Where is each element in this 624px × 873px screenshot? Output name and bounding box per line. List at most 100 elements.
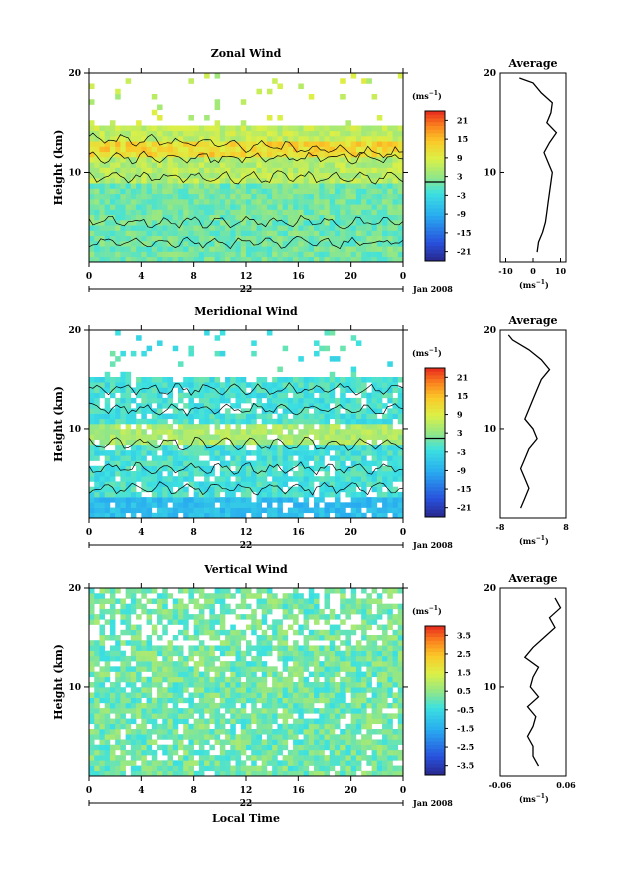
y-axis-label: Height (km)	[52, 130, 65, 206]
x-tick-label: 16	[292, 528, 305, 538]
x-tick-label: 0	[86, 272, 92, 282]
colorbar-unit: (ms−1)	[412, 90, 442, 101]
chart-title: Zonal Wind	[211, 47, 282, 60]
colorbar-tick-label: -9	[457, 465, 466, 475]
date-day-label: 22	[240, 285, 253, 295]
colorbar-tick-label: 3.5	[457, 630, 471, 640]
profile-x-tick-label: 0.06	[556, 780, 576, 790]
contour-line	[88, 382, 404, 396]
colorbar-tick-label: -21	[457, 503, 471, 513]
profile-y-tick-label: 10	[483, 425, 496, 435]
colorbar-tick-label: -3	[457, 447, 466, 457]
y-tick-label: 20	[68, 69, 81, 79]
colorbar-frame	[424, 110, 446, 262]
colorbar-tick-label: 21	[457, 115, 468, 125]
colorbar-unit: (ms−1)	[412, 605, 442, 616]
profile-x-tick-label: 8	[563, 522, 569, 532]
colorbar-tick-label: -0.5	[457, 705, 474, 715]
x-tick-label: 8	[191, 272, 197, 282]
profile-y-tick-label: 10	[483, 168, 496, 178]
profile-title: Average	[507, 314, 557, 327]
profile-frame	[499, 329, 567, 519]
x-tick-label: 0	[400, 272, 406, 282]
profile-line	[519, 77, 558, 253]
profile-x-tick-label: 10	[555, 266, 567, 276]
colorbar-tick-label: 9	[457, 153, 463, 163]
profile-y-tick-label: 10	[483, 683, 496, 693]
y-tick-label: 10	[68, 425, 81, 435]
colorbar-tick-label: -21	[457, 247, 471, 257]
date-suffix-label: Jan 2008	[412, 284, 453, 294]
x-tick-label: 16	[292, 272, 305, 282]
contour-line	[88, 214, 404, 230]
profile-x-tick-label: -0.06	[489, 780, 512, 790]
profile-y-tick-label: 20	[483, 69, 496, 79]
colorbar-tick-label: 21	[457, 372, 468, 382]
colorbar-tick-label: -3.5	[457, 761, 474, 771]
heatmap-cells	[89, 330, 404, 519]
x-axis-label: Local Time	[212, 812, 280, 825]
colorbar-unit: (ms−1)	[412, 347, 442, 358]
x-tick-label: 4	[138, 272, 144, 282]
colorbar-tick-label: 9	[457, 410, 463, 420]
heatmap-cells	[89, 73, 404, 263]
colorbar-tick-label: 3	[457, 172, 463, 182]
date-day-label: 22	[240, 541, 253, 551]
x-tick-label: 12	[240, 528, 253, 538]
profile-x-tick-label: -8	[496, 522, 505, 532]
contour-line	[88, 236, 404, 250]
colorbar-tick-label: -15	[457, 484, 471, 494]
date-suffix-label: Jan 2008	[412, 798, 453, 808]
y-tick-label: 10	[68, 683, 81, 693]
x-tick-label: 4	[138, 528, 144, 538]
profile-frame	[499, 72, 567, 263]
colorbar-frame	[424, 367, 446, 518]
profile-x-label: (ms−1)	[519, 279, 549, 290]
profile-line	[507, 334, 551, 509]
x-tick-label: 0	[86, 786, 92, 796]
profile-frame	[499, 587, 567, 777]
y-axis-label: Height (km)	[52, 386, 65, 462]
y-axis-label: Height (km)	[52, 644, 65, 720]
contour-line	[88, 170, 404, 185]
colorbar-tick-label: 3	[457, 428, 463, 438]
x-tick-label: 4	[138, 786, 144, 796]
profile-y-tick-label: 20	[483, 326, 496, 336]
profile-title: Average	[507, 572, 557, 585]
x-tick-label: 0	[400, 786, 406, 796]
y-tick-label: 20	[68, 584, 81, 594]
x-tick-label: 20	[344, 528, 357, 538]
contour-line	[88, 132, 404, 159]
profile-x-tick-label: -10	[498, 266, 513, 276]
x-tick-label: 0	[86, 528, 92, 538]
x-tick-label: 20	[344, 786, 357, 796]
colorbar-tick-label: -1.5	[457, 723, 474, 733]
chart-title: Vertical Wind	[203, 563, 288, 576]
x-tick-label: 20	[344, 272, 357, 282]
colorbar-tick-label: 1.5	[457, 668, 471, 678]
colorbar-tick-label: 15	[457, 391, 468, 401]
colorbar-tick-label: -3	[457, 190, 466, 200]
date-day-label: 22	[240, 799, 253, 809]
profile-title: Average	[507, 57, 557, 70]
profile-x-label: (ms−1)	[519, 535, 549, 546]
colorbar-frame	[424, 625, 446, 776]
x-tick-label: 12	[240, 272, 253, 282]
colorbar-tick-label: -2.5	[457, 742, 474, 752]
contour-line	[88, 481, 404, 496]
chart-title: Meridional Wind	[194, 305, 298, 318]
y-tick-label: 10	[68, 168, 81, 178]
contour-line	[88, 461, 404, 476]
x-tick-label: 8	[191, 786, 197, 796]
colorbar-tick-label: -9	[457, 209, 466, 219]
x-tick-label: 8	[191, 528, 197, 538]
colorbar-tick-label: 15	[457, 134, 468, 144]
profile-x-label: (ms−1)	[519, 793, 549, 804]
x-tick-label: 16	[292, 786, 305, 796]
x-tick-label: 0	[400, 528, 406, 538]
profile-y-tick-label: 20	[483, 584, 496, 594]
